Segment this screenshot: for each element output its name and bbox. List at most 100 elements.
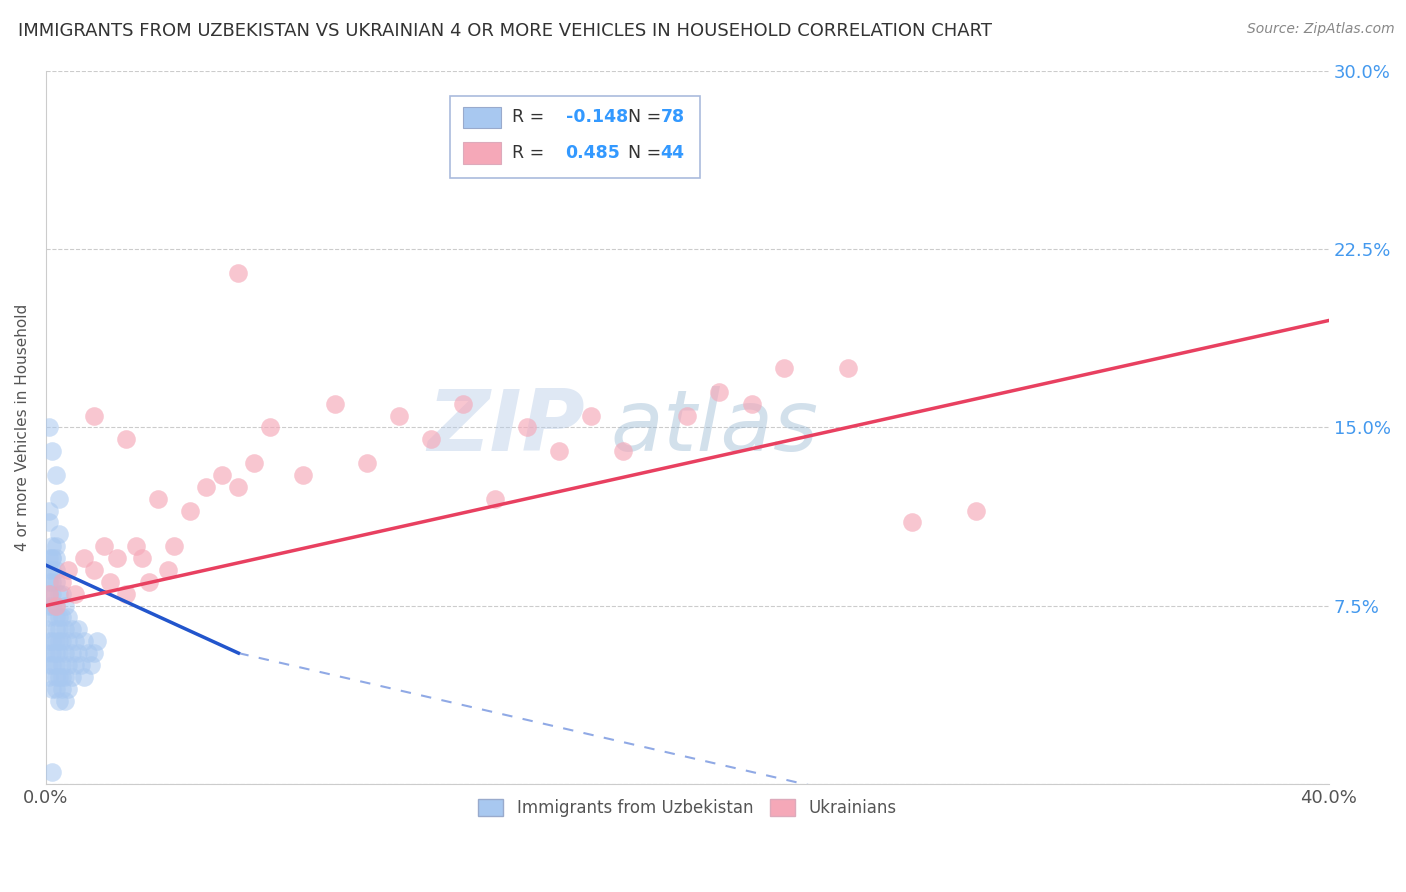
Point (38, 587, 60, 601)
Point (45, 670, 67, 684)
Point (676, 409, 699, 423)
Point (612, 444, 634, 458)
Point (179, 503, 201, 517)
Point (48, 587, 70, 601)
Point (73, 670, 96, 684)
Text: 0.485: 0.485 (565, 144, 620, 162)
Point (70, 657, 93, 672)
Point (41, 634, 63, 648)
Point (48, 623, 70, 637)
Point (45, 634, 67, 648)
Point (228, 266, 250, 280)
Point (115, 432, 138, 446)
Point (41, 551, 63, 566)
Point (58, 610, 80, 624)
Text: Source: ZipAtlas.com: Source: ZipAtlas.com (1247, 22, 1395, 37)
Point (901, 516, 924, 530)
Point (48, 610, 70, 624)
Legend: Immigrants from Uzbekistan, Ukrainians: Immigrants from Uzbekistan, Ukrainians (470, 790, 904, 825)
Point (83, 563, 105, 577)
Point (115, 587, 138, 601)
Point (38, 574, 60, 589)
Point (38, 551, 60, 566)
Point (60, 670, 83, 684)
Point (38, 657, 60, 672)
Point (45, 539, 67, 553)
Text: -0.148: -0.148 (565, 109, 627, 127)
Point (741, 397, 763, 411)
Text: atlas: atlas (610, 386, 818, 469)
Bar (463, 107, 502, 128)
Bar (463, 143, 502, 164)
Point (323, 397, 346, 411)
Point (45, 599, 67, 613)
Text: IMMIGRANTS FROM UZBEKISTAN VS UKRAINIAN 4 OR MORE VEHICLES IN HOUSEHOLD CORRELAT: IMMIGRANTS FROM UZBEKISTAN VS UKRAINIAN … (18, 22, 993, 40)
Point (259, 420, 281, 434)
Point (73, 634, 96, 648)
Point (48, 491, 70, 506)
Text: 78: 78 (661, 109, 685, 127)
Point (73, 551, 96, 566)
Point (41, 599, 63, 613)
Point (80, 657, 103, 672)
Point (965, 503, 987, 517)
Point (63, 634, 86, 648)
Point (195, 480, 218, 494)
Point (41, 657, 63, 672)
Text: N =: N = (617, 109, 666, 127)
Point (228, 480, 250, 494)
Point (356, 456, 378, 470)
Bar (450, 96, 700, 178)
Point (41, 539, 63, 553)
Point (211, 467, 233, 482)
Point (388, 409, 411, 423)
Point (45, 599, 67, 613)
Point (45, 657, 67, 672)
Point (53, 599, 76, 613)
Point (63, 657, 86, 672)
Point (35, 646, 58, 660)
Point (38, 420, 60, 434)
Point (48, 670, 70, 684)
Point (38, 503, 60, 517)
Point (41, 563, 63, 577)
Point (38, 516, 60, 530)
Point (38, 610, 60, 624)
Point (38, 563, 60, 577)
Point (38, 670, 60, 684)
Point (41, 681, 63, 696)
Point (76, 646, 98, 660)
Point (45, 563, 67, 577)
Point (156, 563, 179, 577)
Point (105, 551, 128, 566)
Point (41, 764, 63, 779)
Point (419, 432, 441, 446)
Point (51, 634, 73, 648)
Point (45, 623, 67, 637)
Point (58, 657, 80, 672)
Point (58, 681, 80, 696)
Point (45, 681, 67, 696)
Text: ZIP: ZIP (427, 386, 585, 469)
Point (484, 491, 506, 506)
Text: N =: N = (617, 144, 666, 162)
Text: R =: R = (512, 109, 550, 127)
Point (48, 634, 70, 648)
Point (41, 444, 63, 458)
Point (548, 444, 571, 458)
Point (148, 491, 170, 506)
Point (709, 384, 731, 399)
Point (243, 456, 266, 470)
Point (83, 646, 105, 660)
Point (60, 623, 83, 637)
Text: 44: 44 (661, 144, 685, 162)
Point (131, 551, 153, 566)
Point (45, 610, 67, 624)
Point (45, 574, 67, 589)
Point (51, 670, 73, 684)
Point (51, 681, 73, 696)
Text: R =: R = (512, 144, 550, 162)
Point (53, 623, 76, 637)
Point (45, 646, 67, 660)
Point (51, 587, 73, 601)
